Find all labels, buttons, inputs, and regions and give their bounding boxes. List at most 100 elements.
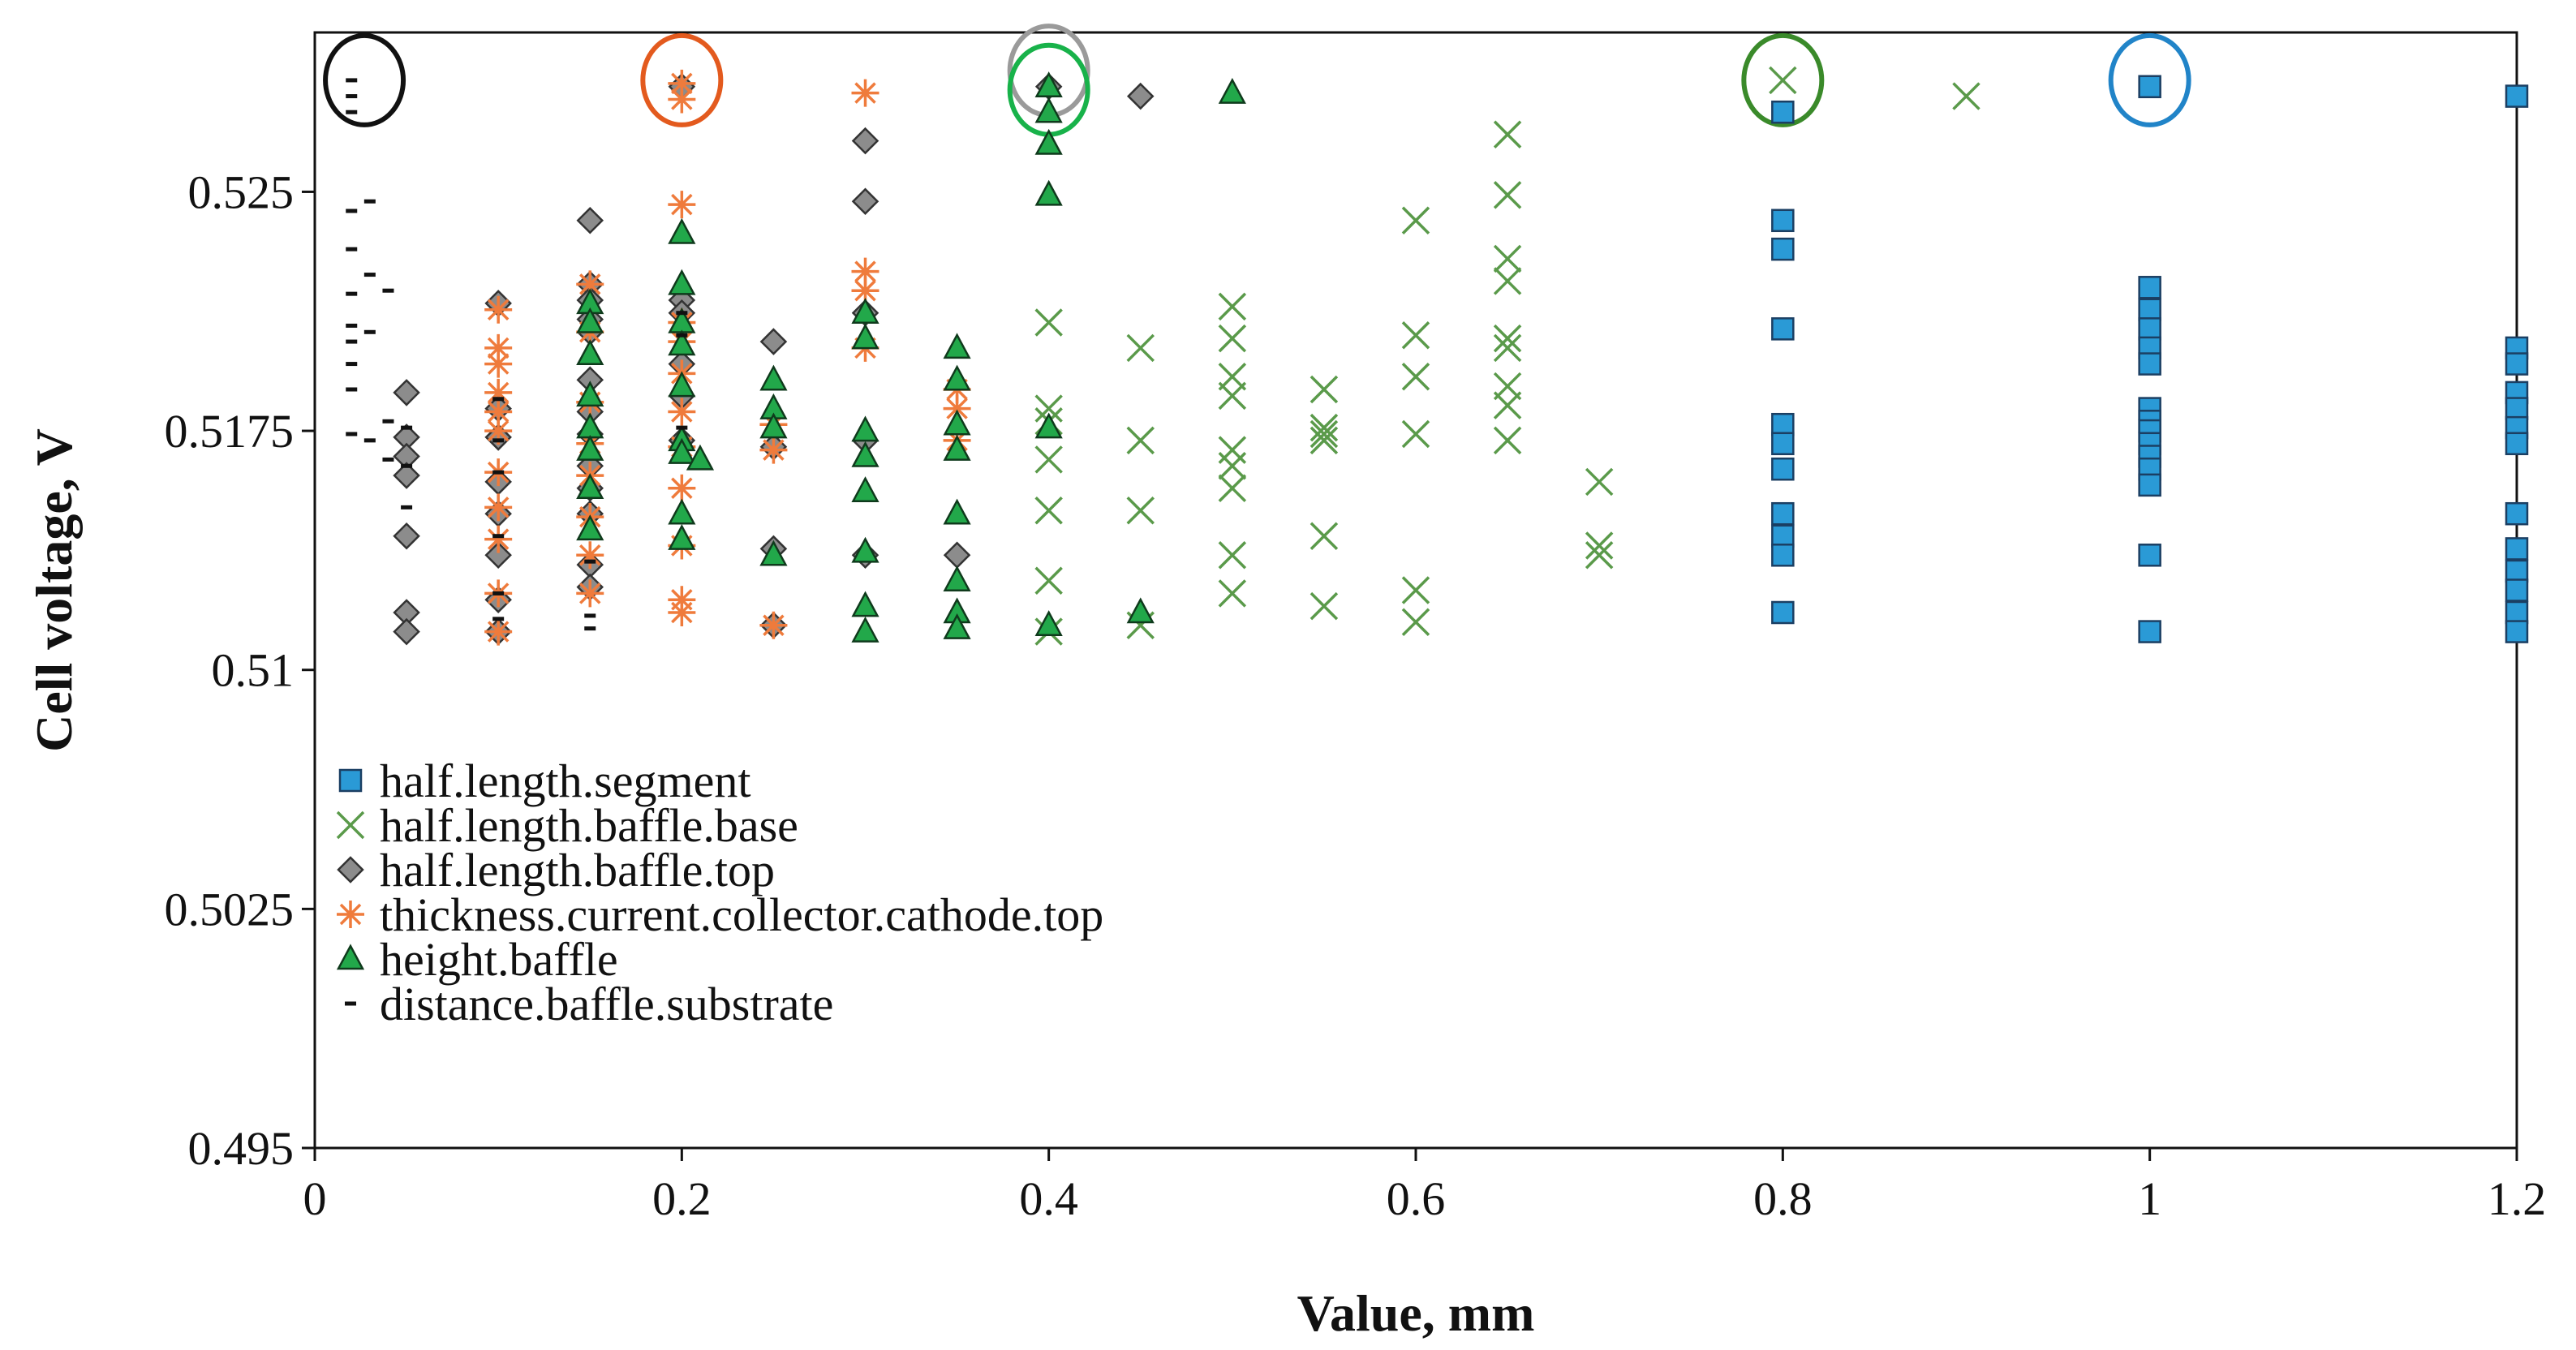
data-point	[1493, 181, 1522, 209]
data-point	[576, 207, 604, 234]
data-point	[484, 295, 513, 324]
data-point	[2138, 620, 2161, 643]
y-tick-label: 0.525	[188, 166, 295, 218]
data-point	[1310, 522, 1339, 550]
data-point	[676, 333, 688, 338]
data-point	[1401, 608, 1430, 637]
legend-marker	[345, 1001, 356, 1006]
data-point	[851, 323, 879, 350]
data-point	[943, 409, 971, 436]
data-point	[1218, 292, 1247, 321]
data-point	[484, 398, 513, 426]
data-point	[393, 462, 420, 489]
legend-label: half.length.baffle.base	[380, 799, 798, 852]
data-point	[484, 378, 513, 406]
data-point	[584, 559, 596, 564]
legend-marker	[336, 944, 365, 970]
data-point	[363, 329, 376, 334]
data-point	[346, 323, 358, 328]
data-point	[1218, 324, 1247, 353]
data-point	[1034, 71, 1063, 98]
data-point	[1771, 100, 1795, 124]
data-point	[393, 379, 420, 406]
marker-layer	[346, 66, 2529, 646]
data-point	[492, 534, 505, 539]
data-point	[1310, 375, 1339, 404]
data-point	[851, 298, 879, 324]
data-point	[576, 412, 604, 439]
data-point	[346, 110, 358, 114]
data-point	[1310, 426, 1339, 455]
data-point	[484, 541, 512, 570]
data-point	[584, 613, 596, 618]
data-point	[1771, 600, 1795, 625]
data-point	[851, 79, 879, 107]
data-point	[1218, 474, 1247, 503]
x-tick-label: 1	[2138, 1172, 2161, 1225]
data-point	[576, 339, 604, 366]
data-point	[1401, 363, 1430, 391]
data-point	[346, 432, 358, 436]
x-tick-label: 0.8	[1753, 1172, 1813, 1225]
data-point	[2505, 432, 2529, 456]
data-point	[2138, 276, 2161, 299]
data-point	[1126, 82, 1155, 110]
data-point	[2505, 559, 2529, 583]
data-point	[1034, 445, 1063, 474]
data-point	[668, 599, 696, 626]
data-point	[1771, 524, 1795, 548]
optimum-circle-annotation	[323, 32, 406, 127]
series-half-length-segment	[1771, 75, 2529, 643]
legend-label: height.baffle	[380, 933, 618, 986]
data-point	[668, 498, 696, 525]
data-point	[484, 525, 513, 553]
data-point	[1493, 244, 1522, 273]
data-point	[401, 463, 413, 468]
data-point	[1310, 419, 1339, 449]
data-point	[346, 387, 358, 392]
data-point	[1126, 597, 1155, 624]
data-point	[401, 505, 413, 509]
y-axis-title: Cell voltage, V	[25, 428, 83, 752]
data-point	[1771, 209, 1795, 233]
data-point	[363, 273, 376, 277]
data-point	[576, 541, 604, 570]
data-point	[2505, 84, 2529, 108]
data-point	[1034, 97, 1063, 123]
series-half-length-baffle-base	[1034, 66, 1980, 646]
legend-label: half.length.segment	[380, 755, 750, 807]
data-point	[943, 565, 971, 591]
data-point	[759, 611, 788, 639]
data-point	[1034, 412, 1063, 439]
data-point	[1218, 579, 1247, 608]
data-point	[1218, 436, 1247, 464]
data-point	[1401, 206, 1430, 235]
axis-layer: 0.495 0.5025 0.51 0.5175 0.525 0 0.2 0.4 0.6 0.8 1…	[25, 166, 2546, 1342]
x-tick-label: 0.4	[1019, 1172, 1078, 1225]
data-point	[576, 270, 604, 299]
data-point	[576, 434, 604, 461]
data-point	[943, 333, 971, 359]
y-tick-label: 0.495	[188, 1122, 295, 1175]
data-point	[492, 438, 505, 443]
y-tick-label: 0.5025	[165, 883, 295, 935]
data-point	[2138, 317, 2161, 341]
x-tick-label: 1.2	[2488, 1172, 2547, 1225]
data-point	[484, 417, 513, 445]
data-point	[2138, 473, 2161, 497]
data-point	[1585, 467, 1614, 497]
data-point	[1218, 77, 1246, 104]
legend-label: thickness.current.collector.cathode.top	[380, 888, 1103, 941]
data-point	[686, 444, 715, 471]
data-point	[2505, 620, 2529, 643]
data-point	[2138, 352, 2161, 376]
data-point	[1034, 308, 1063, 337]
data-point	[668, 398, 696, 426]
data-point	[1585, 541, 1614, 570]
data-point	[851, 441, 879, 467]
data-point	[1401, 576, 1430, 604]
data-point	[1771, 237, 1795, 261]
data-point	[1493, 333, 1522, 363]
data-point	[1493, 324, 1522, 353]
